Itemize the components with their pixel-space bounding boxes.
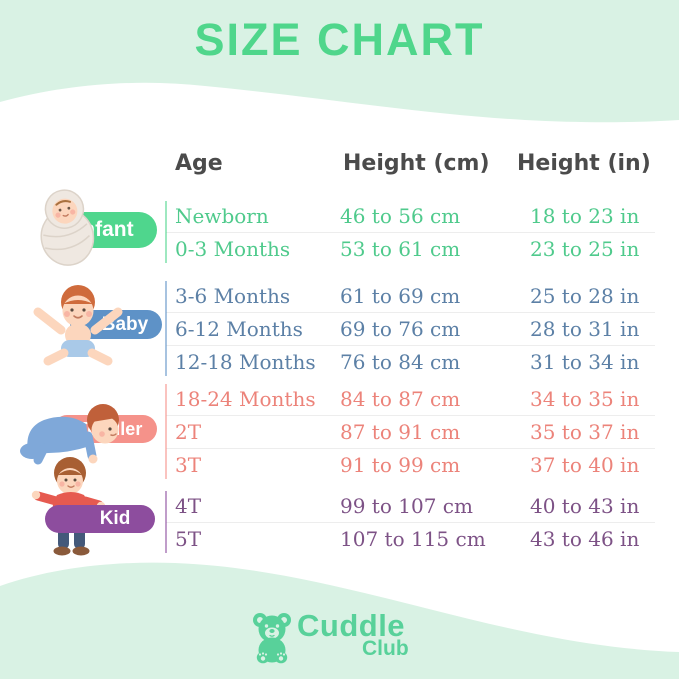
kid-label-pill: Kid — [45, 505, 155, 533]
height-cm-cell: 53 to 61 cm — [340, 237, 461, 261]
column-header-height-in: Height (in) — [517, 151, 651, 176]
brand-logo: Cuddle Club — [250, 608, 470, 674]
size-group-infant: Newborn 46 to 56 cm 18 to 23 in 0-3 Mont… — [165, 199, 655, 265]
age-cell: 12-18 Months — [175, 350, 316, 374]
age-cell: 0-3 Months — [175, 237, 291, 261]
height-in-cell: 40 to 43 in — [530, 493, 640, 518]
kid-section-divider-line — [165, 491, 167, 553]
age-cell: 6-12 Months — [175, 317, 303, 341]
table-row: 3-6 Months 61 to 69 cm 25 to 28 in — [166, 279, 655, 312]
height-in-cell: 31 to 34 in — [530, 350, 640, 374]
height-in-cell: 35 to 37 in — [530, 420, 640, 444]
size-group-baby: 3-6 Months 61 to 69 cm 25 to 28 in 6-12 … — [165, 279, 655, 378]
brand-subname: Club — [362, 637, 409, 660]
height-in-cell: 34 to 35 in — [530, 386, 640, 411]
height-in-cell: 43 to 46 in — [530, 527, 640, 551]
column-header-height-cm: Height (cm) — [343, 151, 490, 176]
height-cm-cell: 91 to 99 cm — [340, 453, 461, 477]
height-cm-cell: 61 to 69 cm — [340, 283, 461, 308]
age-cell: 5T — [175, 527, 202, 551]
table-row: 4T 99 to 107 cm 40 to 43 in — [166, 489, 655, 522]
height-cm-cell: 69 to 76 cm — [340, 317, 461, 341]
crawling-toddler-icon — [20, 404, 119, 465]
height-in-cell: 25 to 28 in — [530, 283, 640, 308]
group-label: Kid — [99, 508, 131, 529]
height-in-cell: 37 to 40 in — [530, 453, 640, 477]
column-header-age: Age — [175, 151, 223, 176]
table-header: Age Height (cm) Height (in) — [0, 148, 679, 180]
size-group-toddler: 18-24 Months 84 to 87 cm 34 to 35 in 2T … — [165, 382, 655, 481]
age-cell: 18-24 Months — [175, 386, 316, 411]
height-cm-cell: 87 to 91 cm — [340, 420, 461, 444]
age-cell: 3T — [175, 453, 202, 477]
table-row: 0-3 Months 53 to 61 cm 23 to 25 in — [166, 232, 655, 265]
height-cm-cell: 84 to 87 cm — [340, 386, 461, 411]
table-row: 12-18 Months 76 to 84 cm 31 to 34 in — [166, 345, 655, 378]
brand-name: Cuddle — [297, 608, 406, 643]
table-row: 6-12 Months 69 to 76 cm 28 to 31 in — [166, 312, 655, 345]
table-row: 18-24 Months 84 to 87 cm 34 to 35 in — [166, 382, 655, 415]
page-title: SIZE CHART — [194, 14, 485, 65]
height-in-cell: 18 to 23 in — [530, 203, 640, 228]
height-in-cell: 28 to 31 in — [530, 317, 640, 341]
teddy-bear-icon — [253, 613, 291, 664]
sitting-baby-icon — [33, 285, 123, 366]
table-row: 3T 91 to 99 cm 37 to 40 in — [166, 448, 655, 481]
height-cm-cell: 107 to 115 cm — [340, 527, 486, 551]
baby-section-divider-line — [165, 281, 167, 376]
height-in-cell: 23 to 25 in — [530, 237, 640, 261]
infant-section-divider-line — [165, 201, 167, 263]
table-row: 5T 107 to 115 cm 43 to 46 in — [166, 522, 655, 555]
height-cm-cell: 76 to 84 cm — [340, 350, 461, 374]
age-cell: 3-6 Months — [175, 283, 291, 308]
toddler-section-divider-line — [165, 384, 167, 479]
age-cell: Newborn — [175, 203, 269, 228]
age-cell: 4T — [175, 493, 202, 518]
swaddled-baby-icon — [40, 189, 95, 266]
height-cm-cell: 46 to 56 cm — [340, 203, 461, 228]
table-row: 2T 87 to 91 cm 35 to 37 in — [166, 415, 655, 448]
age-cell: 2T — [175, 420, 202, 444]
table-row: Newborn 46 to 56 cm 18 to 23 in — [166, 199, 655, 232]
height-cm-cell: 99 to 107 cm — [340, 493, 473, 518]
size-group-kid: 4T 99 to 107 cm 40 to 43 in 5T 107 to 11… — [165, 489, 655, 555]
